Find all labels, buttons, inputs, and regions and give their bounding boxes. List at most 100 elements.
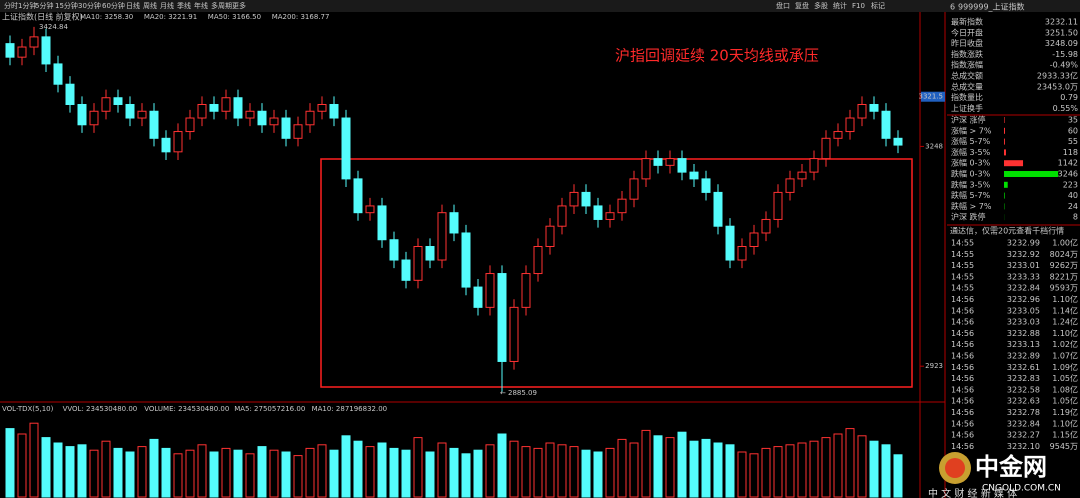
candle-body — [17, 46, 27, 58]
stat-value: 0.55% — [1053, 104, 1079, 113]
toolbar-tab[interactable]: 15分钟 — [55, 1, 78, 10]
candle-body — [641, 158, 651, 180]
candle-body — [221, 97, 231, 112]
volume-bar — [605, 447, 615, 498]
volume-bar — [593, 451, 603, 498]
toolbar-button[interactable]: 多股 — [814, 1, 828, 10]
panel-index: 6 — [950, 3, 955, 12]
toolbar-tab[interactable]: 月线 — [160, 1, 174, 10]
candle-body — [785, 178, 795, 193]
tick-time: 14:56 — [951, 295, 974, 304]
tick-price: 3232.99 — [1007, 239, 1040, 248]
candle-body — [821, 137, 831, 160]
volume-bar — [509, 440, 519, 498]
stat-value: 2933.33亿 — [1037, 71, 1078, 81]
volume-bar — [629, 442, 639, 498]
tick-price: 3232.63 — [1007, 397, 1040, 406]
toolbar-button[interactable]: 复盘 — [795, 1, 809, 10]
tick-time: 14:56 — [951, 442, 974, 451]
candle-body — [461, 232, 471, 288]
tick-volume: 1.10亿 — [1052, 418, 1078, 428]
toolbar-tab[interactable]: 30分钟 — [78, 1, 101, 10]
stat-value: 0.79 — [1060, 93, 1078, 102]
volume-bar — [125, 451, 135, 498]
volume-bar — [449, 447, 459, 498]
candle-body — [89, 110, 99, 126]
toolbar-tab[interactable]: 季线 — [177, 1, 191, 10]
candle-body — [629, 178, 639, 200]
candle-body — [737, 246, 747, 261]
volume-bar — [77, 444, 87, 498]
candle-body — [365, 205, 375, 214]
ma-legend: MA50: 3166.50 — [208, 13, 261, 21]
candle-body — [257, 110, 267, 126]
volume-bar — [893, 454, 903, 498]
toolbar-tab[interactable]: 60分钟 — [102, 1, 125, 10]
tick-price: 3232.61 — [1007, 363, 1040, 372]
toolbar-tab[interactable]: 多周期 — [211, 1, 232, 10]
stat-value: 3248.09 — [1045, 39, 1078, 48]
volume-bar — [149, 438, 159, 498]
volume-bar — [437, 442, 447, 498]
tick-price: 3233.13 — [1007, 340, 1040, 349]
volume-bar — [761, 447, 771, 498]
candle-body — [209, 103, 219, 112]
toolbar-tab[interactable]: 分时 — [4, 1, 18, 10]
tick-price: 3233.03 — [1007, 318, 1040, 327]
toolbar-tab[interactable]: 日线 — [126, 1, 140, 10]
toolbar-button[interactable]: 盘口 — [776, 1, 790, 10]
candle-body — [65, 83, 75, 105]
dist-count: 3246 — [1058, 170, 1078, 179]
toolbar-tab[interactable]: 1分钟 — [18, 1, 36, 10]
tick-volume: 1.10亿 — [1052, 328, 1078, 338]
toolbar-tab[interactable]: 周线 — [143, 1, 157, 10]
tick-volume: 1.19亿 — [1052, 407, 1078, 417]
volume-bar — [569, 446, 579, 498]
candle-body — [101, 97, 111, 112]
candle-body — [473, 286, 483, 308]
stat-label: 最新指数 — [951, 17, 983, 27]
candle-body — [857, 103, 867, 119]
toolbar-tab[interactable]: 更多 — [232, 1, 246, 10]
toolbar-button[interactable]: 统计 — [833, 1, 847, 10]
candle-body — [533, 246, 543, 275]
candle-body — [185, 117, 195, 133]
high-label: 3424.84 — [39, 23, 68, 31]
candle-body — [425, 246, 435, 261]
volume-bar — [809, 440, 819, 498]
annotation: 沪指回调延续 20天均线或承压 — [615, 47, 819, 65]
candle-body — [557, 205, 567, 227]
candle-body — [437, 212, 447, 261]
tick-time: 14:56 — [951, 352, 974, 361]
tick-volume: 9545万 — [1050, 442, 1078, 451]
volume-bar — [293, 455, 303, 498]
panel-header: 999999_上证指数 — [958, 2, 1025, 12]
stat-label: 指数量比 — [951, 92, 983, 102]
volume-bar — [869, 440, 879, 498]
dist-label: 涨幅 0-3% — [951, 158, 991, 168]
watermark-logo: 中金网 — [975, 453, 1047, 481]
candle-body — [869, 103, 879, 112]
volume-bar — [641, 429, 651, 498]
tick-price: 3232.88 — [1007, 329, 1040, 338]
dist-count: 223 — [1063, 180, 1078, 189]
volume-bar — [425, 451, 435, 498]
toolbar-tab[interactable]: 5分钟 — [35, 1, 53, 10]
candle-body — [197, 103, 207, 119]
volume-bar — [485, 444, 495, 498]
volume-bar — [713, 442, 723, 498]
toolbar-tab[interactable]: 年线 — [194, 1, 208, 10]
volume-legend: VOLUME: 234530480.00 — [144, 405, 229, 413]
toolbar-bg — [0, 0, 1080, 12]
toolbar-button[interactable]: 标记 — [871, 1, 885, 10]
volume-bar — [53, 442, 63, 498]
candle-body — [569, 191, 579, 207]
tick-price: 3232.83 — [1007, 374, 1040, 383]
tick-price: 3233.01 — [1007, 261, 1040, 270]
toolbar-button[interactable]: F10 — [852, 2, 865, 10]
chart-title: 上证指数(日线 前复权) — [2, 12, 83, 22]
stat-value: -15.98 — [1052, 50, 1078, 59]
volume-bar — [665, 437, 675, 498]
candle-body — [341, 117, 351, 180]
